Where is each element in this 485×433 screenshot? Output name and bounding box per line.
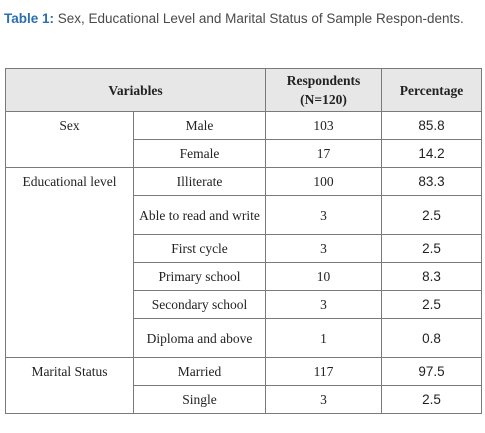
table-row: Educational level Illiterate 100 83.3 [5, 167, 483, 358]
table-caption-label: Table 1: [4, 11, 55, 26]
table-row: Diploma and above 1 0.8 [6, 318, 483, 358]
table-row: Sex Male 103 85.8 [5, 111, 483, 168]
table-row: Able to read and write 3 2.5 [6, 195, 483, 235]
group-label-sex: Sex [5, 111, 134, 168]
header-variables: Variables [4, 68, 267, 112]
table-row: Female 17 14.2 [6, 139, 483, 168]
respondents-cell: 117 [265, 357, 383, 386]
category-cell: Primary school [132, 262, 267, 291]
table-row: Single 3 2.5 [6, 385, 483, 414]
respondents-cell: 3 [265, 290, 383, 319]
group-label-education: Educational level [5, 167, 134, 358]
respondents-cell: 100 [265, 167, 383, 196]
respondents-cell: 3 [265, 195, 383, 235]
table-caption: Table 1: Sex, Educational Level and Mari… [4, 4, 482, 34]
percentage-cell: 2.5 [381, 290, 483, 319]
category-cell: Married [132, 357, 267, 386]
table-row: Primary school 10 8.3 [6, 262, 483, 291]
respondents-cell: 103 [265, 111, 383, 140]
category-cell: Secondary school [132, 290, 267, 319]
category-cell: Single [132, 385, 267, 414]
table-row: Marital Status Married 117 97.5 [5, 357, 483, 414]
percentage-cell: 2.5 [381, 195, 483, 235]
percentage-cell: 8.3 [381, 262, 483, 291]
percentage-cell: 14.2 [381, 139, 483, 168]
respondents-cell: 10 [265, 262, 383, 291]
percentage-cell: 0.8 [381, 318, 483, 358]
category-cell: Able to read and write [132, 195, 267, 235]
category-cell: Male [132, 111, 267, 140]
header-percentage: Percentage [381, 68, 483, 112]
category-cell: Diploma and above [132, 318, 267, 358]
header-respondents: Respondents (N=120) [265, 68, 383, 112]
percentage-cell: 83.3 [381, 167, 483, 196]
respondents-cell: 17 [265, 139, 383, 168]
respondents-table: Variables Respondents (N=120) Percentage… [4, 68, 483, 414]
percentage-cell: 2.5 [381, 385, 483, 414]
respondents-cell: 3 [265, 234, 383, 263]
respondents-cell: 3 [265, 385, 383, 414]
table-header-row: Variables Respondents (N=120) Percentage [4, 68, 483, 112]
percentage-cell: 85.8 [381, 111, 483, 140]
category-cell: Illiterate [132, 167, 267, 196]
group-label-marital: Marital Status [5, 357, 134, 414]
category-cell: Female [132, 139, 267, 168]
table-caption-text: Sex, Educational Level and Marital Statu… [54, 11, 464, 26]
category-cell: First cycle [132, 234, 267, 263]
respondents-cell: 1 [265, 318, 383, 358]
table-row: First cycle 3 2.5 [6, 234, 483, 263]
percentage-cell: 97.5 [381, 357, 483, 386]
percentage-cell: 2.5 [381, 234, 483, 263]
